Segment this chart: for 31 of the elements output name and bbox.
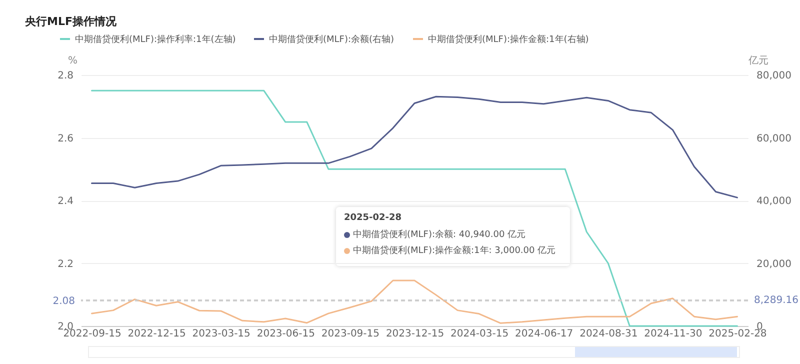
legend-label: 中期借贷便利(MLF):余额(右轴) xyxy=(269,34,394,45)
ref-line-label: 2.08 xyxy=(52,296,75,307)
y2-tick-label: 40,000 xyxy=(756,196,792,207)
y2-tick-label: 80,000 xyxy=(756,70,792,82)
line-series xyxy=(91,90,738,327)
x-tick-label: 2023-12-15 xyxy=(386,328,444,340)
y-tick-label: 2.8 xyxy=(58,70,74,82)
y-tick-label: 2.2 xyxy=(58,258,74,270)
x-tick-label: 2024-06-17 xyxy=(515,328,574,340)
x-tick-label: 2023-09-15 xyxy=(321,328,380,340)
annotation: 中期借贷便利(MLF):余额: 40,940.00 亿元 xyxy=(353,230,526,240)
annotation: 2025-02-28 xyxy=(344,213,403,223)
line-series xyxy=(91,96,738,198)
y2-tick-label: 20,000 xyxy=(756,258,792,270)
x-tick-label: 2024-03-15 xyxy=(450,328,509,340)
legend-label: 中期借贷便利(MLF):操作利率:1年(左轴) xyxy=(75,34,236,45)
x-tick-label: 2023-06-15 xyxy=(256,328,315,340)
x-tick-label: 2023-03-15 xyxy=(192,328,250,340)
chart-title: 央行MLF操作情况 xyxy=(25,14,116,29)
y-tick-label: 2.4 xyxy=(58,196,74,207)
x-tick-label: 2022-12-15 xyxy=(128,328,186,340)
y2-axis-title: 亿元 xyxy=(748,56,768,66)
annotation: 中期借贷便利(MLF):操作金额:1年: 3,000.00 亿元 xyxy=(353,246,556,256)
y2-tick-label: 60,000 xyxy=(756,133,792,144)
x-tick-label: 2024-08-31 xyxy=(580,328,638,340)
ref-line-label: 8,289.16 xyxy=(754,294,799,306)
x-tick-label: 2024-11-30 xyxy=(644,328,702,340)
legend-label: 中期借贷便利(MLF):操作金额:1年(右轴) xyxy=(428,34,589,45)
y-axis-title: % xyxy=(68,56,78,66)
y-tick-label: 2.6 xyxy=(58,133,74,144)
line-series xyxy=(91,280,738,324)
